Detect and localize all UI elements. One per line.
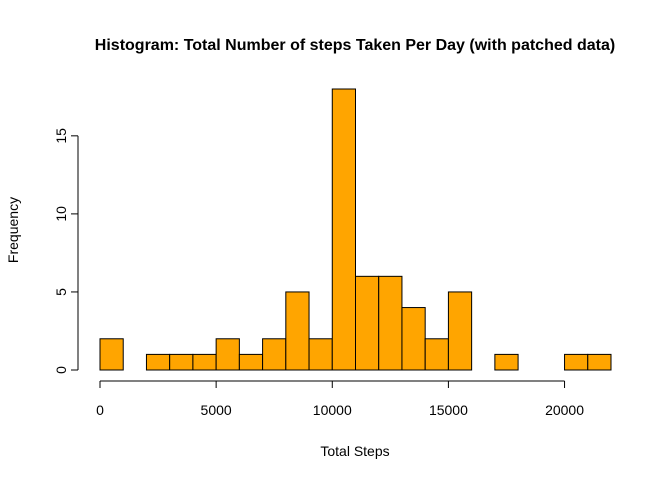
x-tick-label: 20000 xyxy=(545,402,584,418)
bars-group xyxy=(99,88,612,371)
y-axis: 0 5 10 15 xyxy=(53,128,79,374)
chart-title: Histogram: Total Number of steps Taken P… xyxy=(95,37,615,54)
histogram-bar xyxy=(424,338,449,371)
histogram-bar xyxy=(285,291,310,371)
x-tick-label: 5000 xyxy=(201,402,232,418)
y-tick-label: 10 xyxy=(53,206,69,222)
histogram-bar xyxy=(238,353,264,371)
histogram-bar xyxy=(169,353,194,371)
histogram-bar xyxy=(331,88,357,371)
histogram-bar xyxy=(378,275,403,371)
histogram-bar xyxy=(447,291,473,371)
histogram-bar xyxy=(355,275,380,371)
histogram-bar xyxy=(192,353,217,371)
x-tick-label: 10000 xyxy=(313,402,352,418)
y-tick-label: 5 xyxy=(53,288,69,296)
histogram-bar xyxy=(308,338,333,371)
histogram-bar xyxy=(145,353,171,371)
histogram-bar xyxy=(262,338,287,371)
histogram-bar xyxy=(401,307,426,371)
y-axis-label: Frequency xyxy=(5,197,21,263)
x-axis-label: Total Steps xyxy=(320,443,389,459)
histogram-bar xyxy=(99,338,124,371)
histogram-bar xyxy=(587,353,612,371)
y-tick-label: 15 xyxy=(53,128,69,144)
x-axis: 0 5000 10000 15000 20000 xyxy=(96,380,584,418)
y-tick-label: 0 xyxy=(53,366,69,374)
x-tick-label: 15000 xyxy=(429,402,468,418)
histogram-bar xyxy=(564,353,589,371)
histogram-bar xyxy=(494,353,519,371)
histogram-bar xyxy=(215,338,240,371)
x-tick-label: 0 xyxy=(96,402,104,418)
